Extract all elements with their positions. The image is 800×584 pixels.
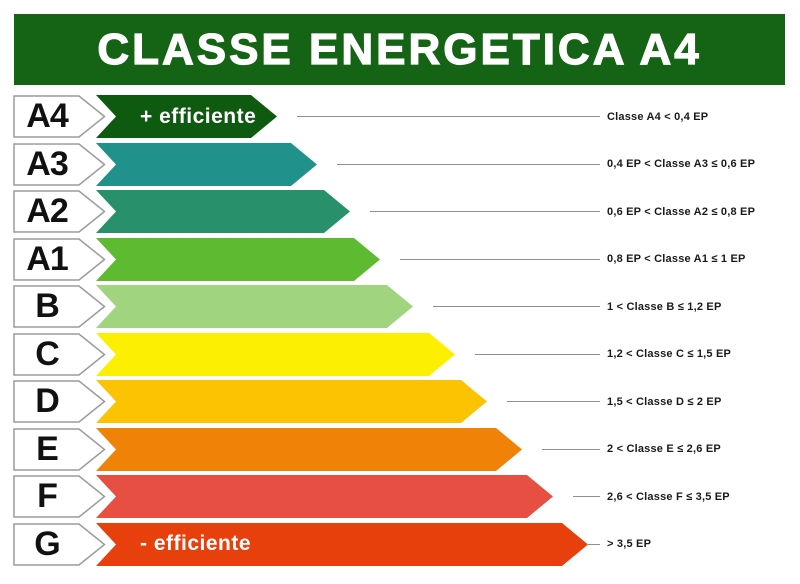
range-label: 0,4 EP < Classe A3 ≤ 0,6 EP: [607, 158, 756, 170]
energy-class-row: A1 0,8 EP < Classe A1 ≤ 1 EP: [0, 237, 800, 281]
range-label: 0,8 EP < Classe A1 ≤ 1 EP: [607, 253, 746, 265]
chart-header-banner: CLASSE ENERGETICA A4: [14, 14, 785, 85]
connector-line: [400, 258, 600, 260]
energy-class-row: G - efficiente > 3,5 EP: [0, 522, 800, 566]
range-label: 2 < Classe E ≤ 2,6 EP: [607, 443, 721, 455]
class-tag-shape: [13, 380, 106, 423]
energy-class-row: E 2 < Classe E ≤ 2,6 EP: [0, 427, 800, 471]
class-arrow: [96, 95, 277, 138]
energy-class-row: B 1 < Classe B ≤ 1,2 EP: [0, 285, 800, 328]
chart-title: CLASSE ENERGETICA A4: [97, 24, 702, 74]
class-tag-shape: [13, 237, 106, 281]
class-arrow: [96, 475, 553, 518]
class-tag-shape: [13, 332, 106, 376]
class-letter: A4: [26, 97, 68, 135]
connector-line: [542, 448, 600, 450]
range-label: > 3,5 EP: [607, 538, 652, 550]
class-tag-shape: [13, 95, 106, 138]
class-letter: A3: [26, 144, 68, 183]
connector-line: [433, 306, 600, 307]
class-tag-shape: [13, 285, 106, 328]
energy-class-row: A2 0,6 EP < Classe A2 ≤ 0,8 EP: [0, 190, 800, 233]
class-letter: A1: [26, 239, 68, 278]
class-letter: G: [34, 524, 60, 563]
efficiency-annotation: + efficiente: [140, 104, 257, 128]
connector-line: [337, 163, 600, 165]
class-tag-shape: [13, 522, 106, 566]
energy-class-row: D 1,5 < Classe D ≤ 2 EP: [0, 380, 800, 423]
class-arrow: [96, 142, 317, 186]
class-tag-shape: [13, 475, 106, 518]
class-arrow: [96, 190, 350, 233]
range-label: 2,6 < Classe F ≤ 3,5 EP: [607, 490, 730, 503]
range-label: Classe A4 < 0,4 EP: [607, 110, 709, 123]
class-letter: A2: [26, 192, 68, 230]
range-label: 0,6 EP < Classe A2 ≤ 0,8 EP: [607, 205, 756, 218]
class-tag-shape: [13, 427, 106, 471]
connector-line: [370, 211, 600, 212]
range-label: 1,2 < Classe C ≤ 1,5 EP: [607, 348, 732, 360]
connector-line: [573, 496, 600, 497]
class-arrow: [96, 285, 413, 328]
class-tag-shape: [13, 190, 106, 233]
class-letter: D: [35, 382, 60, 420]
connector-line: [588, 543, 600, 545]
efficiency-annotation: - efficiente: [140, 532, 252, 555]
connector-line: [507, 401, 600, 402]
class-letter: E: [36, 429, 59, 468]
class-arrow: [96, 237, 380, 281]
connector-line: [475, 353, 600, 355]
energy-class-row: A3 0,4 EP < Classe A3 ≤ 0,6 EP: [0, 142, 800, 186]
class-arrow: [96, 522, 588, 566]
range-label: 1,5 < Classe D ≤ 2 EP: [607, 395, 722, 408]
class-arrow: [96, 332, 455, 376]
class-letter: F: [37, 477, 58, 515]
class-tag-shape: [13, 142, 106, 186]
class-arrow: [96, 380, 487, 423]
range-label: 1 < Classe B ≤ 1,2 EP: [607, 300, 722, 313]
energy-class-row: F 2,6 < Classe F ≤ 3,5 EP: [0, 475, 800, 518]
energy-class-row: A4 + efficiente Classe A4 < 0,4 EP: [0, 95, 800, 138]
connector-line: [297, 116, 600, 117]
class-letter: C: [35, 334, 60, 373]
energy-class-row: C 1,2 < Classe C ≤ 1,5 EP: [0, 332, 800, 376]
class-arrow: [96, 427, 522, 471]
class-letter: B: [35, 287, 60, 325]
